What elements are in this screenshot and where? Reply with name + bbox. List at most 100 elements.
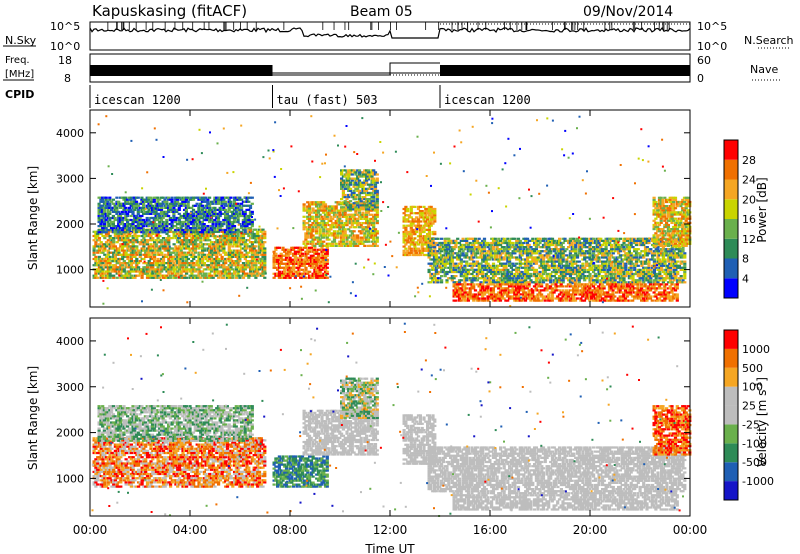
range-cell [343, 173, 347, 176]
range-cell [320, 258, 324, 261]
range-cell [112, 266, 116, 269]
range-cell [416, 239, 421, 242]
range-cell [429, 205, 433, 208]
range-cell [313, 252, 317, 255]
range-cell [135, 245, 139, 248]
range-cell [443, 239, 447, 242]
range-cell [202, 200, 206, 203]
range-cell [243, 220, 247, 224]
range-cell [227, 249, 231, 252]
range-cell [217, 262, 221, 265]
range-cell [163, 239, 167, 242]
range-cell [441, 248, 445, 251]
range-cell [183, 268, 187, 271]
range-cell [322, 276, 326, 279]
range-cell [131, 230, 135, 233]
range-cell [322, 201, 326, 204]
range-cell [538, 241, 542, 245]
range-cell [372, 217, 376, 220]
range-cell [156, 206, 160, 209]
range-cell [352, 169, 356, 172]
range-cell [245, 196, 249, 199]
range-cell [149, 196, 153, 199]
range-cell [302, 219, 306, 223]
range-cell [438, 277, 442, 280]
range-cell [193, 241, 198, 244]
range-cell [160, 262, 164, 265]
range-cell [190, 223, 194, 226]
range-cell [424, 224, 428, 227]
range-cell [409, 205, 413, 208]
range-cell [199, 266, 203, 269]
range-cell [404, 220, 408, 223]
range-cell [128, 274, 132, 277]
range-cell [322, 262, 326, 265]
range-cell [373, 217, 378, 220]
range-cell [213, 208, 217, 211]
range-cell [531, 266, 535, 269]
range-cell [101, 196, 105, 199]
range-cell [177, 223, 181, 226]
range-cell [368, 175, 372, 178]
range-cell [340, 242, 344, 245]
range-cell [413, 224, 417, 227]
range-cell [345, 202, 349, 205]
range-cell [200, 204, 204, 207]
range-cell [231, 276, 235, 279]
range-cell [477, 237, 481, 240]
range-cell [236, 257, 240, 261]
range-cell [99, 276, 103, 279]
range-cell [402, 237, 406, 240]
range-cell [217, 243, 221, 246]
range-cell [152, 208, 156, 211]
range-cell [186, 200, 190, 203]
range-cell [154, 223, 158, 226]
range-cell [220, 234, 224, 238]
range-cell [101, 274, 105, 277]
range-cell [302, 270, 306, 273]
range-cell [209, 262, 214, 265]
range-cell [206, 266, 210, 269]
range-cell [156, 237, 160, 240]
cpid-segment-label: icescan 1200 [444, 93, 531, 107]
range-cell [331, 211, 335, 214]
range-cell [311, 250, 315, 253]
range-cell [224, 234, 228, 238]
range-cell [140, 198, 144, 201]
range-cell [159, 204, 164, 207]
range-cell [325, 230, 329, 233]
range-cell [292, 260, 296, 263]
range-cell [415, 253, 419, 257]
range-cell [177, 274, 182, 277]
range-cell [261, 255, 265, 258]
range-cell [409, 222, 413, 225]
range-cell [241, 247, 246, 250]
range-cell [324, 272, 328, 275]
range-cell [161, 266, 166, 269]
range-cell [97, 218, 101, 222]
range-cell [357, 242, 362, 245]
range-cell [281, 276, 285, 279]
range-cell [117, 232, 121, 235]
range-cell [357, 183, 362, 186]
range-cell [224, 210, 228, 213]
range-cell [140, 249, 144, 252]
range-cell [108, 247, 112, 250]
range-cell [304, 244, 308, 247]
range-cell [185, 260, 189, 263]
range-cell [183, 212, 187, 215]
range-cell [218, 270, 222, 273]
range-cell [199, 276, 203, 279]
range-cell [261, 264, 265, 267]
range-cell [102, 206, 106, 209]
range-cell [174, 225, 178, 228]
range-cell [402, 249, 406, 252]
range-cell [170, 198, 174, 201]
range-cell [222, 262, 226, 265]
range-cell [161, 200, 165, 203]
range-cell [111, 223, 115, 226]
range-cell [225, 204, 229, 207]
range-cell [316, 248, 321, 251]
range-cell [184, 198, 188, 201]
range-cell [482, 237, 487, 240]
